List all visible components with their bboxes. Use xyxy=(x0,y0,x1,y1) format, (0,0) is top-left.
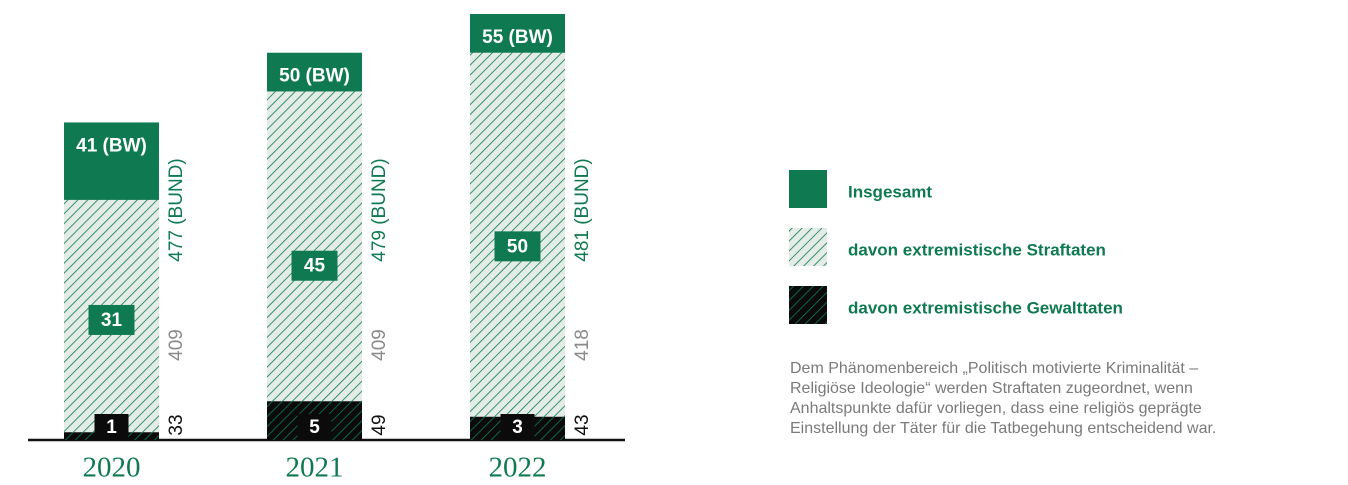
bund-label: 409 xyxy=(369,329,390,361)
legend-swatch xyxy=(789,228,827,266)
value-label: 41 (BW) xyxy=(76,135,147,156)
value-label: 5 xyxy=(309,417,320,438)
legend-label: davon extremistische Straftaten xyxy=(848,240,1106,259)
value-box xyxy=(297,414,332,440)
legend-label: Insgesamt xyxy=(848,182,932,201)
note: Anhaltspunkte dafür vorliegen, dass eine… xyxy=(790,400,1202,417)
bund-label: 33 xyxy=(166,414,187,435)
legend-label: davon extremistische Gewalttaten xyxy=(848,298,1123,317)
x-tick-label: 2021 xyxy=(286,452,344,484)
value-label: 31 xyxy=(101,310,123,331)
bund-label: 43 xyxy=(572,414,593,435)
value-label: 50 xyxy=(507,236,528,257)
legend-swatch xyxy=(789,286,827,324)
x-tick-label: 2022 xyxy=(489,452,547,484)
value-label: 50 (BW) xyxy=(279,66,350,87)
x-tick-label: 2020 xyxy=(83,452,141,484)
note: Einstellung der Täter für die Tatbegehun… xyxy=(790,420,1216,437)
value-label: 55 (BW) xyxy=(482,27,553,48)
bund-label: 49 xyxy=(369,414,390,435)
value-box xyxy=(494,231,541,262)
value-box xyxy=(291,250,338,281)
bund-label: 479 (BUND) xyxy=(369,158,390,261)
value-box xyxy=(94,414,129,440)
value-label: 1 xyxy=(106,417,117,438)
bund-label: 481 (BUND) xyxy=(572,158,593,261)
value-box xyxy=(500,414,535,440)
value-label: 3 xyxy=(512,417,523,438)
bund-label: 409 xyxy=(166,329,187,361)
value-box xyxy=(88,304,135,335)
bund-label: 477 (BUND) xyxy=(166,158,187,261)
value-label: 45 xyxy=(304,256,326,277)
bund-label: 418 xyxy=(572,329,593,361)
note: Dem Phänomenbereich „Politisch motiviert… xyxy=(790,360,1198,377)
note: Religiöse Ideologie“ werden Straftaten z… xyxy=(790,380,1193,397)
legend-swatch xyxy=(789,170,827,208)
